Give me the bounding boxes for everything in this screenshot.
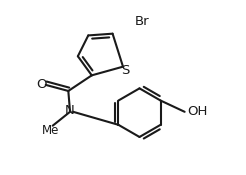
Text: N: N [65, 104, 75, 117]
Text: S: S [122, 64, 130, 77]
Text: O: O [36, 78, 47, 91]
Text: Me: Me [42, 124, 59, 136]
Text: Br: Br [134, 15, 149, 28]
Text: OH: OH [187, 105, 208, 118]
